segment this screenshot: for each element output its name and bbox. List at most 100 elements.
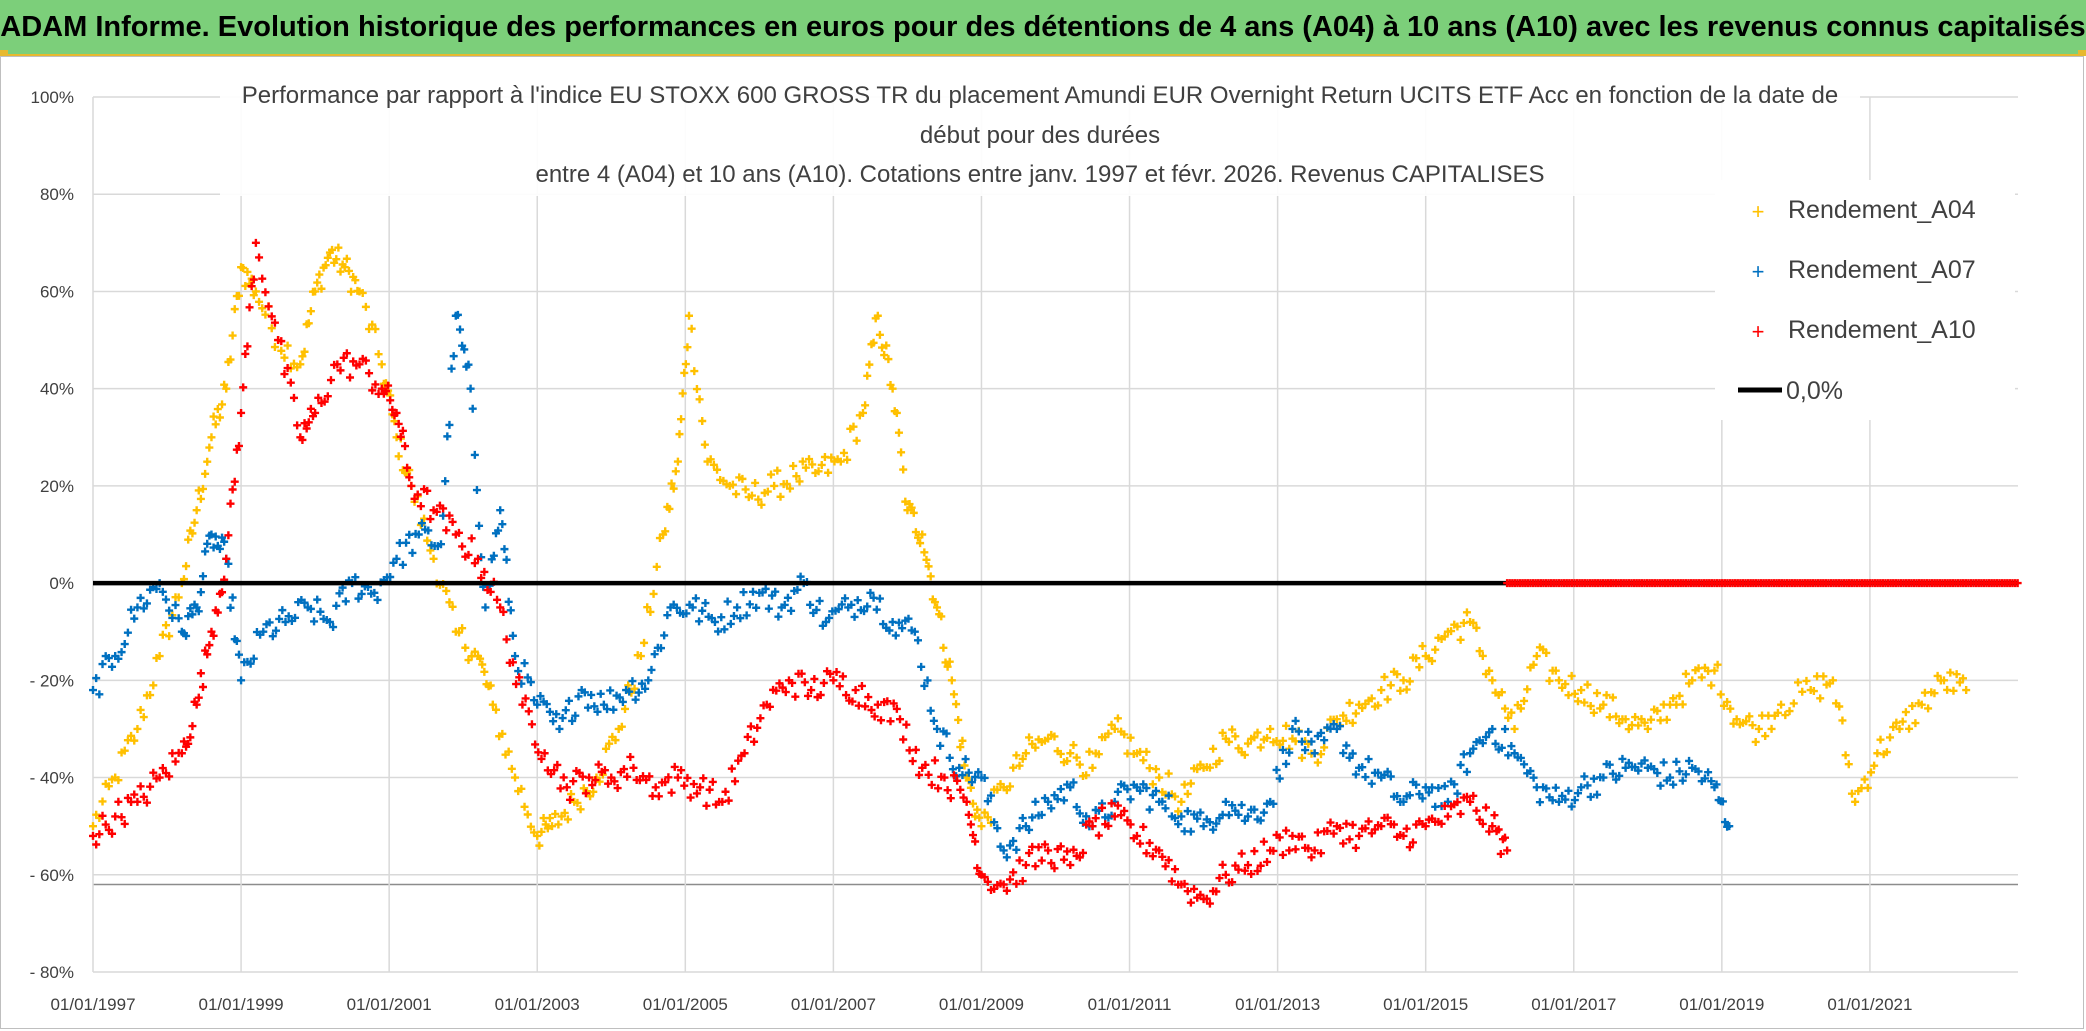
legend-label-a10: Rendement_A10 — [1788, 316, 1976, 344]
point-rendement_a10 — [753, 723, 762, 732]
point-rendement_a07 — [774, 612, 783, 621]
point-rendement_a07 — [530, 696, 539, 705]
point-rendement_a07 — [489, 551, 498, 560]
point-rendement_a04 — [1332, 715, 1341, 724]
point-rendement_a07 — [1488, 724, 1497, 733]
point-rendement_a04 — [776, 492, 785, 501]
point-rendement_a10 — [816, 690, 825, 699]
point-rendement_a07 — [1336, 722, 1345, 731]
point-rendement_a04 — [1870, 761, 1879, 770]
point-rendement_a10 — [1006, 875, 1015, 884]
point-rendement_a10 — [1196, 890, 1205, 899]
point-rendement_a04 — [321, 261, 330, 270]
point-rendement_a07 — [498, 520, 507, 529]
point-rendement_a07 — [1685, 756, 1694, 765]
point-rendement_a10 — [1215, 874, 1224, 883]
point-rendement_a10 — [192, 700, 201, 709]
point-rendement_a10 — [1202, 894, 1211, 903]
point-rendement_a04 — [243, 267, 252, 276]
point-rendement_a04 — [1256, 743, 1265, 752]
axis-labels: 100% 80% 60% 40% 20% 0% - 20% - 40% - 60% - 80% 01… — [30, 88, 1913, 1014]
point-rendement_a04 — [226, 355, 235, 364]
point-rendement_a10 — [323, 392, 332, 401]
point-rendement_a07 — [188, 610, 197, 619]
point-rendement_a10 — [108, 829, 117, 838]
point-rendement_a10 — [218, 588, 227, 597]
point-rendement_a10 — [1142, 849, 1151, 858]
point-rendement_a07 — [825, 613, 834, 622]
point-rendement_a04 — [1911, 719, 1920, 728]
x-tick-label: 01/01/1999 — [199, 995, 284, 1014]
point-rendement_a04 — [1732, 715, 1741, 724]
point-rendement_a07 — [1418, 794, 1427, 803]
point-rendement_a10 — [396, 432, 405, 441]
point-rendement_a04 — [89, 822, 97, 831]
point-rendement_a10 — [1466, 797, 1475, 806]
point-rendement_a04 — [920, 548, 929, 557]
point-rendement_a10 — [1009, 868, 1018, 877]
point-rendement_a04 — [1278, 736, 1287, 745]
point-rendement_a07 — [761, 584, 770, 593]
legend-marker-a07: + — [1752, 259, 1765, 284]
point-rendement_a04 — [1794, 678, 1802, 687]
point-rendement_a07 — [717, 613, 726, 622]
point-rendement_a07 — [1586, 792, 1595, 801]
point-rendement_a04 — [1748, 721, 1757, 730]
point-rendement_a10 — [661, 778, 670, 787]
point-rendement_a10 — [1501, 833, 1510, 842]
point-rendement_a04 — [817, 460, 826, 469]
y-tick-label: - 40% — [30, 769, 74, 788]
point-rendement_a04 — [230, 305, 239, 314]
point-rendement_a10 — [680, 781, 689, 790]
point-rendement_a04 — [458, 624, 467, 633]
point-rendement_a04 — [130, 736, 139, 745]
point-rendement_a10 — [1075, 853, 1084, 862]
point-rendement_a04 — [884, 355, 893, 364]
series-layer — [89, 238, 2022, 908]
point-rendement_a10 — [1098, 803, 1107, 812]
point-rendement_a07 — [1278, 745, 1287, 754]
point-rendement_a07 — [1006, 841, 1015, 850]
point-rendement_a04 — [551, 809, 560, 818]
point-rendement_a04 — [351, 276, 360, 285]
point-rendement_a04 — [1838, 716, 1847, 725]
point-rendement_a10 — [896, 715, 905, 724]
x-tick-label: 01/01/2007 — [791, 995, 876, 1014]
point-rendement_a10 — [381, 387, 390, 396]
point-rendement_a10 — [1139, 822, 1148, 831]
point-rendement_a10 — [1475, 815, 1484, 824]
point-rendement_a04 — [1621, 715, 1630, 724]
point-rendement_a07 — [460, 345, 469, 354]
point-rendement_a07 — [1224, 811, 1233, 820]
point-rendement_a04 — [1841, 751, 1850, 760]
point-rendement_a07 — [710, 618, 719, 626]
point-rendement_a04 — [1561, 680, 1570, 689]
point-rendement_a07 — [780, 600, 789, 609]
point-rendement_a07 — [1374, 768, 1383, 777]
point-rendement_a10 — [1339, 839, 1348, 848]
point-rendement_a04 — [1006, 782, 1015, 791]
point-rendement_a07 — [688, 603, 697, 612]
point-rendement_a04 — [218, 400, 227, 409]
point-rendement_a07 — [1712, 780, 1721, 789]
point-rendement_a04 — [1428, 657, 1437, 666]
point-rendement_a07 — [447, 364, 456, 373]
point-rendement_a07 — [923, 676, 932, 685]
point-rendement_a10 — [721, 787, 730, 796]
point-rendement_a07 — [745, 600, 754, 609]
point-rendement_a04 — [1228, 725, 1237, 734]
point-rendement_a04 — [843, 455, 852, 464]
point-rendement_a07 — [1294, 727, 1303, 736]
point-rendement_a07 — [1640, 756, 1649, 765]
point-rendement_a10 — [1256, 861, 1265, 870]
point-rendement_a04 — [296, 360, 305, 369]
point-rendement_a10 — [432, 507, 441, 516]
point-rendement_a07 — [571, 711, 580, 720]
point-rendement_a07 — [1145, 805, 1154, 814]
point-rendement_a10 — [361, 356, 370, 365]
point-rendement_a04 — [526, 822, 535, 831]
point-rendement_a07 — [265, 618, 274, 627]
point-rendement_a07 — [1244, 812, 1252, 821]
point-rendement_a04 — [1224, 737, 1233, 746]
point-rendement_a07 — [1386, 772, 1395, 781]
